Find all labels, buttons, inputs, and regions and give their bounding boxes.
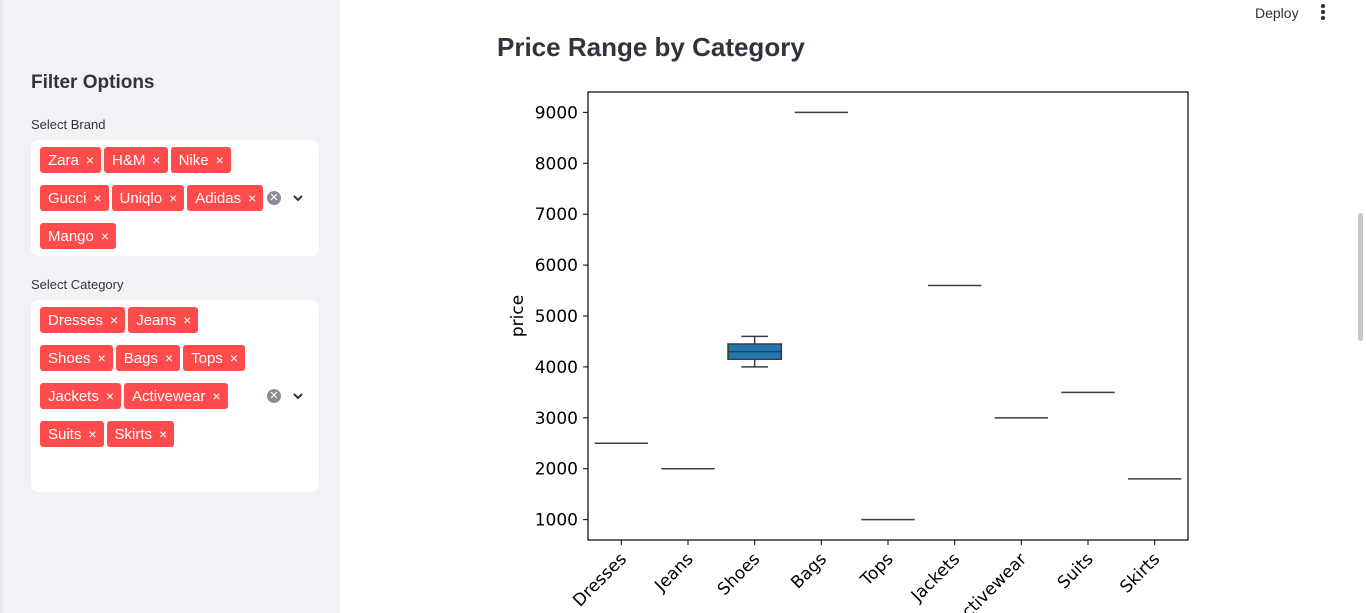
remove-tag-icon[interactable]: × [93,190,102,206]
brand-clear-icon[interactable]: ✕ [267,191,281,205]
brand-tag-label: Adidas [195,189,242,207]
remove-tag-icon[interactable]: × [248,190,257,206]
category-chevron-down-icon[interactable] [291,389,305,403]
remove-tag-icon[interactable]: × [97,350,106,366]
brand-multiselect[interactable]: Zara × H&M × Nike × Gucci × Uniqlo × Adidas × Mango ×… [31,140,319,256]
y-tick-label: 4000 [535,358,578,378]
y-axis-label: price [508,295,528,337]
brand-tag: Gucci × [40,185,109,211]
page-title: Price Range by Category [497,32,805,62]
category-tag: Suits × [40,421,104,447]
more-menu-icon[interactable] [1318,4,1328,22]
category-tag-label: Bags [123,349,158,367]
price-range-box-plot: 1000 2000 3000 4000 5000 6000 7000 8000 9000 pric… [508,91,1189,613]
category-select-label: Select Category [31,277,124,292]
brand-tag: H&M × [104,147,168,173]
remove-tag-icon[interactable]: × [88,426,97,442]
brand-tag-label: Nike [178,151,209,169]
brand-tag-label: Mango [48,227,94,245]
category-tag-list: Dresses × Jeans × Shoes × Bags × Tops × Jackets × Ac… [40,307,270,459]
scrollbar[interactable] [1358,213,1363,341]
brand-tag: Zara × [40,147,102,173]
remove-tag-icon[interactable]: × [159,426,168,442]
category-tag-label: Shoes [48,349,91,367]
category-tag-label: Suits [48,425,82,443]
y-tick-label: 6000 [535,256,578,276]
plot-frame [587,91,1189,541]
category-tag: Shoes × [40,345,113,371]
brand-tag-label: Uniqlo [119,189,163,207]
x-tick-label: Jeans [650,549,697,596]
x-tick-label: Shoes [714,549,765,600]
category-tag: Bags × [115,345,181,371]
y-tick-label: 1000 [535,511,578,531]
remove-tag-icon[interactable]: × [100,228,110,244]
brand-chevron-down-icon[interactable] [291,191,305,205]
remove-tag-icon[interactable]: × [110,312,119,328]
remove-tag-icon[interactable]: × [85,152,95,168]
brand-select-label: Select Brand [31,117,106,132]
category-tag: Jeans × [128,307,199,333]
y-tick-label: 9000 [535,103,578,123]
x-tick-label: Skirts [1116,549,1164,597]
brand-tag: Mango × [40,223,117,249]
x-tick-label: Bags [787,549,831,593]
x-tick-label: Tops [856,549,897,590]
brand-tag-list: Zara × H&M × Nike × Gucci × Uniqlo × Adidas × Mango × [40,147,270,261]
sidebar: Filter Options Select Brand Zara × H&M × Nik… [0,0,340,613]
remove-tag-icon[interactable]: × [169,190,178,206]
x-tick-label: Jackets [907,549,964,606]
remove-tag-icon[interactable]: × [164,350,174,366]
brand-tag-label: Zara [48,151,79,169]
y-tick-label: 5000 [535,307,578,327]
x-tick-label: Suits [1054,549,1098,593]
main-content: Deploy Price Range by Category 1000 2000 3… [340,0,1366,613]
category-clear-icon[interactable]: ✕ [267,389,281,403]
brand-tag: Adidas × [187,185,264,211]
brand-tag: Nike × [170,147,231,173]
category-tag: Skirts × [106,421,175,447]
y-tick-label: 8000 [535,154,578,174]
category-tag-label: Dresses [48,311,104,329]
brand-tag-label: H&M [112,151,146,169]
brand-tag: Uniqlo × [111,185,185,211]
remove-tag-icon[interactable]: × [212,388,221,404]
y-tick-label: 7000 [535,205,578,225]
remove-tag-icon[interactable]: × [105,388,115,404]
y-tick-label: 3000 [535,409,578,429]
remove-tag-icon[interactable]: × [152,152,161,168]
remove-tag-icon[interactable]: × [183,312,192,328]
category-tag: Activewear × [124,383,228,409]
x-tick-label: Dresses [569,549,631,611]
category-tag-label: Skirts [114,425,153,443]
category-tag: Dresses × [40,307,126,333]
category-tag-label: Tops [191,349,223,367]
y-tick-label: 2000 [535,460,578,480]
category-tag-label: Activewear [132,387,206,405]
category-tag-label: Jeans [136,311,177,329]
category-tag: Tops × [183,345,245,371]
sidebar-title: Filter Options [31,72,155,93]
remove-tag-icon[interactable]: × [215,152,224,168]
category-tag-label: Jackets [48,387,99,405]
remove-tag-icon[interactable]: × [229,350,238,366]
category-tag: Jackets × [40,383,122,409]
x-tick-label: Activewear [950,549,1031,613]
brand-tag-label: Gucci [48,189,87,207]
deploy-button[interactable]: Deploy [1255,5,1299,21]
category-multiselect[interactable]: Dresses × Jeans × Shoes × Bags × Tops × Jackets × Ac… [31,300,319,492]
